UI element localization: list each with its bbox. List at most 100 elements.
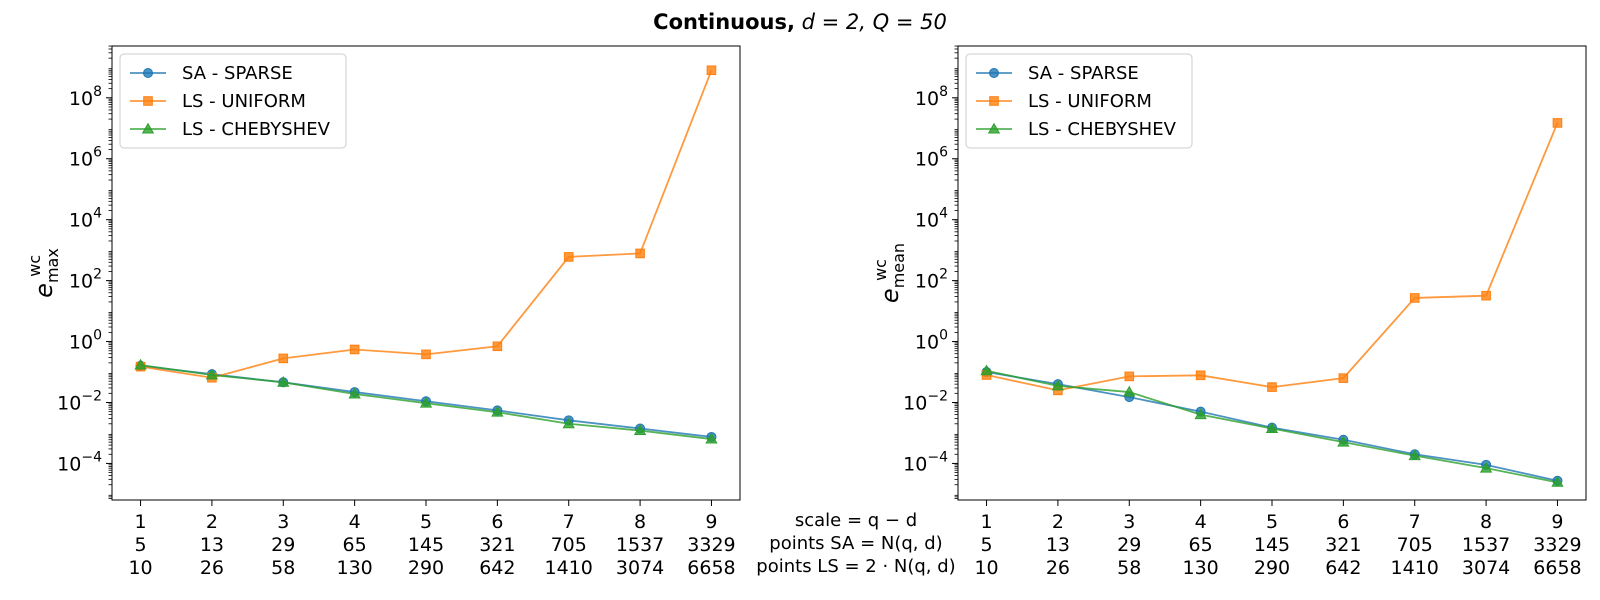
x-tick-label: 5 (1266, 511, 1278, 533)
y-axis-label-sub: mean (889, 243, 908, 288)
x-tick-label: 7 (1409, 511, 1421, 533)
y-tick-label: 106 (915, 145, 948, 171)
data-point (1479, 461, 1493, 473)
plot-panel-max: 10−410−210010210410610815102132632958465… (25, 45, 741, 579)
data-point (635, 248, 645, 259)
x-tick-label: 5 (980, 534, 992, 556)
legend-marker (989, 68, 999, 78)
x-tick-label: 4 (349, 511, 361, 533)
data-point (1195, 370, 1206, 381)
y-tick-label-exponent: 4 (939, 206, 948, 222)
y-tick-label: 108 (915, 84, 948, 110)
y-tick-label: 100 (915, 328, 948, 354)
x-tick-label: 13 (200, 534, 224, 556)
data-point (1409, 293, 1420, 303)
data-point (349, 344, 360, 355)
y-tick-label-exponent: 2 (93, 267, 102, 283)
legend-label: LS - CHEBYSHEV (1028, 119, 1177, 140)
x-tick-label: 705 (1397, 534, 1433, 556)
data-point (419, 396, 433, 408)
data-point (633, 424, 647, 436)
series-ls-chebyshev (134, 358, 718, 444)
data-point (1051, 379, 1065, 391)
x-tick-label: 1537 (1462, 534, 1510, 556)
plot-panel-mean: 10−410−210010210410610815102132632958465… (871, 45, 1587, 579)
y-minor-ticks (954, 45, 958, 500)
y-tick-label: 104 (915, 206, 948, 232)
y-axis-label-main: e (876, 288, 904, 303)
data-point (1194, 408, 1207, 420)
legend-marker (987, 122, 1001, 134)
data-point (1123, 385, 1136, 397)
y-axis-label-main: e (30, 283, 58, 298)
figure-title-params: d = 2, Q = 50 (802, 10, 947, 34)
data-point (563, 252, 574, 262)
data-point (1267, 382, 1277, 392)
y-tick-label-base: 10 (69, 88, 93, 110)
x-tick-label: 26 (200, 557, 224, 579)
legend-label: LS - CHEBYSHEV (182, 119, 331, 140)
data-point (278, 353, 289, 364)
x-tick-label: 642 (479, 557, 515, 579)
x-tick-label: 6 (491, 511, 503, 533)
legend: SA - SPARSE LS - UNIFORM LS - CHEBYSHEV (119, 53, 347, 149)
data-point (1552, 118, 1563, 128)
x-tick-label: 1410 (545, 557, 593, 579)
axes-frame (957, 45, 1587, 501)
x-tick-label: 7 (563, 511, 575, 533)
data-point (348, 387, 361, 399)
x-tick-label: 10 (128, 557, 152, 579)
data-point (706, 65, 717, 76)
y-tick-label: 106 (69, 145, 102, 171)
x-tick-label: 145 (1254, 534, 1290, 556)
legend-item: LS - UNIFORM (130, 91, 306, 112)
x-tick-label: 3074 (1462, 557, 1510, 579)
x-axis-caption: scale = q − d points SA = N(q, d) points… (756, 510, 955, 577)
x-tick-label: 65 (1189, 534, 1213, 556)
x-tick-label: 29 (1117, 534, 1141, 556)
x-tick-label: 1 (980, 511, 992, 533)
x-tick-label: 1410 (1391, 557, 1439, 579)
y-tick-label-base: 10 (903, 453, 927, 475)
x-tick-label: 3 (277, 511, 289, 533)
y-tick-label: 10−2 (57, 388, 102, 414)
data-point (134, 358, 147, 370)
legend-item: SA - SPARSE (130, 63, 293, 84)
data-point (491, 405, 504, 417)
x-tick-label: 290 (408, 557, 444, 579)
x-tick-label: 3074 (616, 557, 664, 579)
x-tick-label: 1537 (616, 534, 664, 556)
y-tick-label-base: 10 (915, 149, 939, 171)
x-tick-label: 5 (420, 511, 432, 533)
data-point (1338, 373, 1349, 383)
axes-frame (111, 45, 741, 501)
x-tick-label: 5 (134, 534, 146, 556)
x-tick-label: 8 (634, 511, 646, 533)
y-tick-label-exponent: 8 (93, 84, 102, 100)
legend-item: LS - CHEBYSHEV (976, 119, 1177, 140)
legend-label: LS - UNIFORM (1028, 91, 1152, 112)
y-tick-label: 10−4 (903, 449, 948, 475)
x-tick-label: 10 (974, 557, 998, 579)
y-tick-label-exponent: 0 (93, 328, 102, 344)
figure-title: Continuous, d = 2, Q = 50 (653, 10, 947, 34)
legend-marker (143, 68, 153, 78)
y-tick-label-base: 10 (915, 271, 939, 293)
y-tick-label-exponent: 6 (93, 145, 102, 161)
y-axis-label-sup: wc (25, 255, 44, 277)
legend-label: LS - UNIFORM (182, 91, 306, 112)
y-axis-label-sub: max (43, 248, 62, 283)
y-tick-label-exponent: −4 (927, 449, 948, 465)
x-tick-label: 4 (1195, 511, 1207, 533)
data-point (1481, 290, 1491, 301)
series-line (986, 122, 1559, 392)
data-point (421, 349, 431, 360)
y-tick-label: 100 (69, 328, 102, 354)
legend-marker (141, 122, 155, 134)
data-point (277, 375, 290, 387)
y-tick-label-base: 10 (57, 453, 81, 475)
x-caption-scale: scale = q − d (795, 510, 917, 531)
x-tick-label: 2 (1052, 511, 1064, 533)
data-point (492, 341, 503, 352)
y-tick-label-exponent: 6 (939, 145, 948, 161)
